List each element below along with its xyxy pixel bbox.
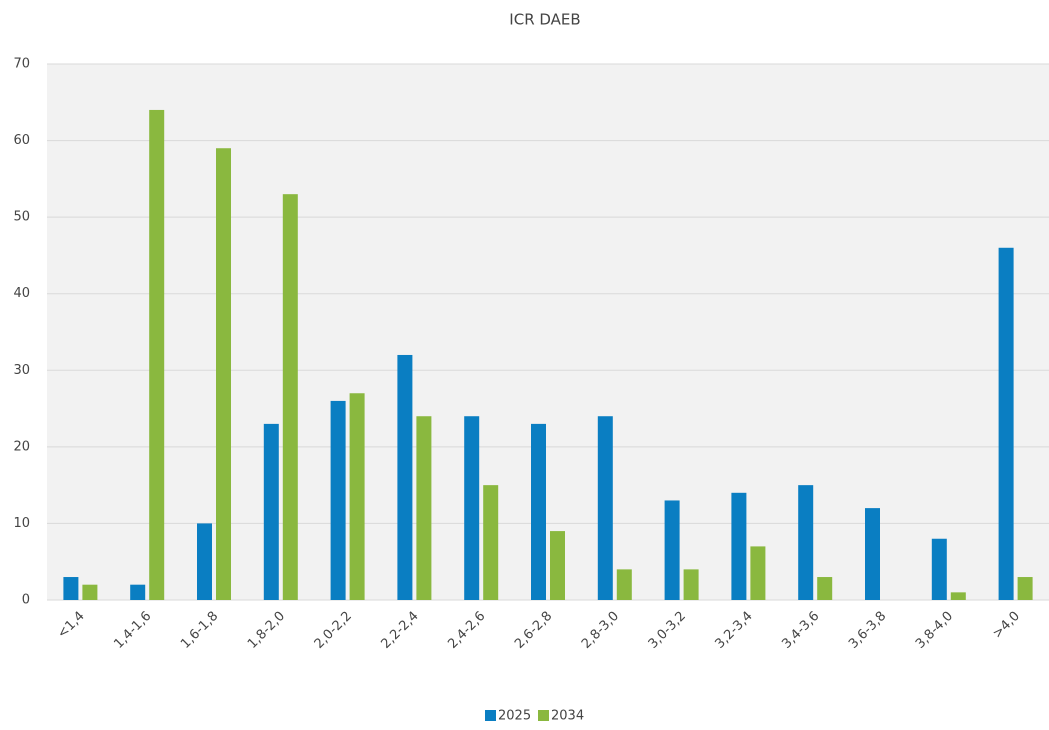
x-tick-label: 3,6-3,8 (846, 609, 889, 652)
bar (865, 508, 880, 600)
y-tick-label: 60 (13, 133, 30, 148)
y-tick-label: 30 (13, 363, 30, 378)
x-tick-label: 3,2-3,4 (713, 609, 756, 652)
x-tick-label: 1,8-2,0 (245, 609, 288, 652)
bar (616, 569, 632, 600)
x-tick-label: 3,8-4,0 (913, 609, 956, 652)
y-tick-label: 70 (13, 57, 30, 72)
y-tick-label: 0 (22, 593, 30, 608)
bar (483, 485, 499, 600)
bar (349, 393, 365, 600)
bar (950, 592, 966, 600)
x-tick-label: >4,0 (990, 609, 1023, 642)
bar (798, 485, 814, 600)
bar (998, 247, 1014, 600)
bar (1017, 577, 1033, 600)
bar (197, 523, 212, 600)
bar (731, 492, 747, 600)
x-tick-label: 2,2-2,4 (379, 609, 422, 652)
x-tick-label: 2,8-3,0 (579, 609, 622, 652)
bar (282, 194, 298, 600)
bar (149, 109, 165, 600)
bar (931, 538, 947, 600)
chart-title: ICR DAEB (509, 11, 580, 29)
bar (130, 584, 146, 600)
y-tick-label: 10 (13, 516, 30, 531)
x-tick-label: <1,4 (55, 609, 88, 642)
bar (817, 577, 833, 600)
bar (597, 416, 613, 600)
legend-swatch (485, 710, 496, 721)
bar (750, 546, 766, 600)
x-tick-label: 2,6-2,8 (512, 609, 555, 652)
bar (416, 416, 432, 600)
x-tick-label: 2,4-2,6 (445, 609, 488, 652)
bar (550, 531, 565, 600)
legend-label: 2025 (498, 709, 531, 724)
y-tick-label: 50 (13, 210, 30, 225)
bar (330, 400, 346, 600)
x-tick-label: 1,4-1,6 (111, 609, 154, 652)
bar (397, 354, 413, 600)
bar (531, 423, 546, 600)
bar (664, 500, 680, 600)
x-tick-label: 2,0-2,2 (312, 609, 355, 652)
x-tick-label: 3,0-3,2 (646, 609, 689, 652)
y-tick-label: 20 (13, 439, 30, 454)
bar (63, 577, 79, 600)
legend-swatch (538, 710, 549, 721)
bar (216, 148, 231, 600)
bar (464, 416, 480, 600)
bar (683, 569, 699, 600)
bar (263, 423, 279, 600)
bar (82, 584, 98, 600)
legend-label: 2034 (551, 709, 584, 724)
x-tick-label: 3,4-3,6 (779, 609, 822, 652)
plot-area (47, 64, 1049, 600)
x-tick-label: 1,6-1,8 (178, 609, 221, 652)
y-tick-label: 40 (13, 286, 30, 301)
